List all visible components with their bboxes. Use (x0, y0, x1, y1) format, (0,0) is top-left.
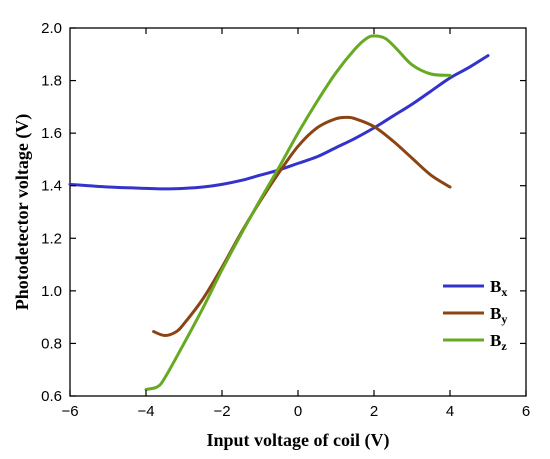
legend-label-main: B (490, 277, 501, 296)
y-tick-label: 1.2 (41, 230, 62, 247)
y-tick-label: 0.6 (41, 388, 62, 405)
x-tick-label: −2 (213, 403, 230, 420)
legend-label-subscript: z (501, 339, 507, 353)
series-line-bz (144, 34, 452, 391)
x-tick-label: 6 (522, 403, 530, 420)
y-tick-label: 0.8 (41, 335, 62, 352)
y-tick-label: 1.8 (41, 73, 62, 90)
x-axis-title: Input voltage of coil (V) (207, 430, 390, 451)
series-line-bx (68, 54, 490, 191)
x-tick-label: 2 (370, 403, 378, 420)
series-layer (68, 34, 490, 391)
x-tick-label: 4 (446, 403, 454, 420)
y-tick-label: 1.6 (41, 125, 62, 142)
x-tick-label: −4 (137, 403, 154, 420)
legend-label-by: By (490, 304, 507, 326)
legend-label-subscript: x (501, 285, 507, 299)
y-tick-label: 2.0 (41, 20, 62, 37)
legend-label-main: B (490, 304, 501, 323)
series-line-by (152, 115, 452, 338)
legend-label-main: B (490, 331, 501, 350)
legend-label-bz: Bz (490, 331, 507, 353)
legend-label-subscript: y (501, 312, 507, 326)
ticks-layer: −6 −4 −2 0 2 4 6 0.6 0.8 1.0 1.2 1.4 1.6 1.8 2.0 (41, 20, 530, 420)
x-tick-label: −6 (61, 403, 78, 420)
y-axis-title: Photodetector voltage (V) (12, 114, 33, 311)
y-tick-label: 1.4 (41, 178, 62, 195)
y-tick-label: 1.0 (41, 283, 62, 300)
x-tick-label: 0 (294, 403, 302, 420)
legend-label-bx: Bx (490, 277, 507, 299)
